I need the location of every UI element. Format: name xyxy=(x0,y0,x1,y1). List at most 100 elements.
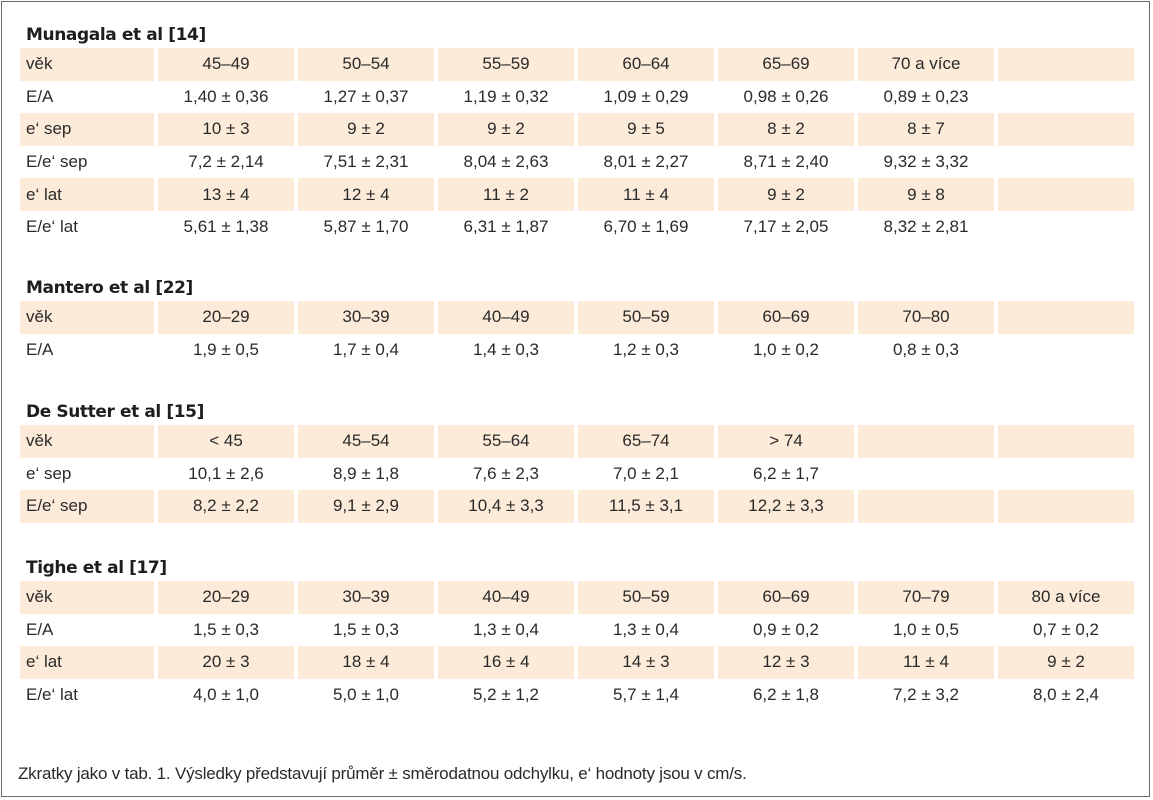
table-cell: 1,9 ± 0,5 xyxy=(192,339,260,359)
table-row: věk 20–29 30–39 40–49 50–59 60–69 70–79 80 a ví… xyxy=(20,581,1134,614)
table-row: e‘ lat 20 ± 3 18 ± 4 16 ± 4 14 ± 3 12 ± 3 11 ±… xyxy=(20,646,1134,679)
table-row: E/A 1,9 ± 0,5 1,7 ± 0,4 1,4 ± 0,3 1,2 ± 0,3 1… xyxy=(20,334,1134,367)
table-cell: 5,7 ± 1,4 xyxy=(612,685,680,705)
table-cell: 8 ± 2 xyxy=(718,113,854,146)
table-cell: 1,19 ± 0,32 xyxy=(463,86,549,106)
row-label: E/e‘ sep xyxy=(26,152,88,172)
table-cell xyxy=(858,425,994,458)
table-cell: 5,61 ± 1,38 xyxy=(183,217,269,237)
section-tighe: Tighe et al [17] věk 20–29 30–39 40–49 50–59… xyxy=(20,555,1142,711)
table-cell: 11 ± 2 xyxy=(438,178,574,211)
row-label: E/A xyxy=(26,619,54,639)
table-cell: 1,3 ± 0,4 xyxy=(472,619,540,639)
table-cell: 1,5 ± 0,3 xyxy=(192,619,260,639)
table-cell: 1,5 ± 0,3 xyxy=(332,619,400,639)
table-cell: 1,40 ± 0,36 xyxy=(183,86,269,106)
table-cell: 30–39 xyxy=(298,301,434,334)
table-cell xyxy=(998,178,1134,211)
table-cell xyxy=(998,301,1134,334)
table-row: věk 20–29 30–39 40–49 50–59 60–69 70–80 xyxy=(20,301,1134,334)
table-cell xyxy=(998,48,1134,81)
table-cell: 4,0 ± 1,0 xyxy=(192,685,260,705)
table-cell: 1,27 ± 0,37 xyxy=(323,86,409,106)
table-cell xyxy=(998,334,1134,367)
table-cell: 1,7 ± 0,4 xyxy=(332,339,400,359)
table-cell: 50–54 xyxy=(298,48,434,81)
table-cell: 11 ± 4 xyxy=(858,646,994,679)
table-cell: 8,0 ± 2,4 xyxy=(1032,685,1100,705)
table-cell: 1,09 ± 0,29 xyxy=(603,86,689,106)
table-cell: 55–59 xyxy=(438,48,574,81)
data-table: věk 20–29 30–39 40–49 50–59 60–69 70–79 80 a ví… xyxy=(16,581,1138,711)
table-cell: 8,04 ± 2,63 xyxy=(463,152,549,172)
table-body: věk < 45 45–54 55–64 65–74 > 74 e‘ sep 10,1 ± 2… xyxy=(20,425,1134,523)
table-cell: 0,8 ± 0,3 xyxy=(892,339,960,359)
table-cell: 6,70 ± 1,69 xyxy=(603,217,689,237)
table-cell: 10,1 ± 2,6 xyxy=(188,463,264,483)
row-label: e‘ lat xyxy=(20,646,154,679)
table-cell: 12 ± 4 xyxy=(298,178,434,211)
table-cell: 20–29 xyxy=(158,301,294,334)
table-cell: 9,1 ± 2,9 xyxy=(298,490,434,523)
table-cell: 8,32 ± 2,81 xyxy=(883,217,969,237)
table-cell: 70 a více xyxy=(858,48,994,81)
table-row: E/A 1,40 ± 0,36 1,27 ± 0,37 1,19 ± 0,32 1,09… xyxy=(20,81,1134,114)
table-cell xyxy=(858,490,994,523)
table-row: věk < 45 45–54 55–64 65–74 > 74 xyxy=(20,425,1134,458)
table-cell: 1,4 ± 0,3 xyxy=(472,339,540,359)
table-cell: 40–49 xyxy=(438,581,574,614)
table-body: věk 20–29 30–39 40–49 50–59 60–69 70–79 80 a ví… xyxy=(20,581,1134,711)
table-cell: 12 ± 3 xyxy=(718,646,854,679)
table-cell: 60–69 xyxy=(718,581,854,614)
table-cell: 0,7 ± 0,2 xyxy=(1032,619,1100,639)
section-title: Mantero et al [22] xyxy=(26,278,193,298)
table-cell: 9 ± 2 xyxy=(298,113,434,146)
table-cell: 10,4 ± 3,3 xyxy=(438,490,574,523)
table-cell: 0,9 ± 0,2 xyxy=(752,619,820,639)
table-body: věk 45–49 50–54 55–59 60–64 65–69 70 a více E/A… xyxy=(20,48,1134,244)
table-cell: 12,2 ± 3,3 xyxy=(718,490,854,523)
table-cell: 7,51 ± 2,31 xyxy=(323,152,409,172)
table-cell: 9 ± 8 xyxy=(858,178,994,211)
section-de-sutter: De Sutter et al [15] věk < 45 45–54 55–64 65… xyxy=(20,399,1142,523)
table-cell: 8,71 ± 2,40 xyxy=(743,152,829,172)
table-cell: 1,0 ± 0,5 xyxy=(892,619,960,639)
table-cell: 9 ± 2 xyxy=(718,178,854,211)
table-cell: 50–59 xyxy=(578,301,714,334)
table-cell: 80 a více xyxy=(998,581,1134,614)
table-cell: 6,31 ± 1,87 xyxy=(463,217,549,237)
table-cell: 0,98 ± 0,26 xyxy=(743,86,829,106)
table-cell: 8,2 ± 2,2 xyxy=(158,490,294,523)
table-cell xyxy=(998,458,1134,491)
row-label: E/A xyxy=(26,86,54,106)
table-row: e‘ sep 10,1 ± 2,6 8,9 ± 1,8 7,6 ± 2,3 7,0 ± … xyxy=(20,458,1134,491)
table-cell: 20 ± 3 xyxy=(158,646,294,679)
table-cell: 9 ± 2 xyxy=(438,113,574,146)
table-row: E/A 1,5 ± 0,3 1,5 ± 0,3 1,3 ± 0,4 1,3 ± 0,4 0… xyxy=(20,614,1134,647)
table-cell: 55–64 xyxy=(438,425,574,458)
table-cell: 7,2 ± 2,14 xyxy=(188,152,264,172)
row-label: věk xyxy=(20,48,154,81)
table-cell: 7,17 ± 2,05 xyxy=(743,217,829,237)
table-cell: 10 ± 3 xyxy=(158,113,294,146)
table-cell: 1,3 ± 0,4 xyxy=(612,619,680,639)
table-cell xyxy=(998,81,1134,114)
section-title: De Sutter et al [15] xyxy=(26,402,204,422)
table-cell: 6,2 ± 1,8 xyxy=(752,685,820,705)
table-cell xyxy=(998,146,1134,179)
table-body: věk 20–29 30–39 40–49 50–59 60–69 70–80 E/A 1,9 … xyxy=(20,301,1134,366)
table-cell: 7,2 ± 3,2 xyxy=(892,685,960,705)
table-cell: 7,0 ± 2,1 xyxy=(612,463,680,483)
table-cell: 45–54 xyxy=(298,425,434,458)
table-cell: < 45 xyxy=(158,425,294,458)
section-title: Munagala et al [14] xyxy=(26,25,206,45)
table-row: E/e‘ sep 7,2 ± 2,14 7,51 ± 2,31 8,04 ± 2,63… xyxy=(20,146,1134,179)
row-label: e‘ sep xyxy=(20,113,154,146)
table-cell: 20–29 xyxy=(158,581,294,614)
row-label: e‘ lat xyxy=(20,178,154,211)
table-cell: 40–49 xyxy=(438,301,574,334)
row-label: věk xyxy=(20,425,154,458)
